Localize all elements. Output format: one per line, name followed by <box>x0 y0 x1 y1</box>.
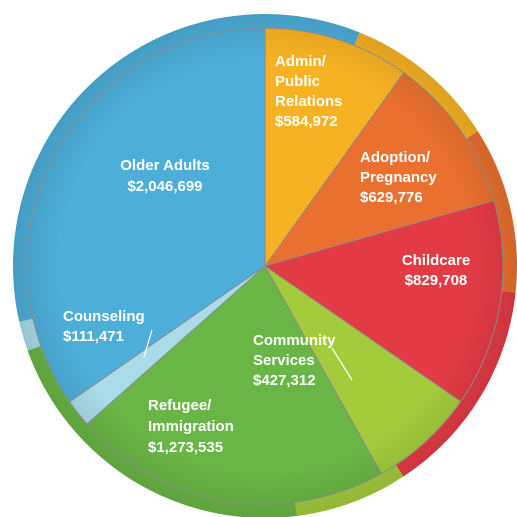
label-refugee-immigration: Refugee/Immigration $1,273,535 <box>148 397 234 456</box>
category-label: Admin/ <box>275 53 327 70</box>
divider-counseling <box>86 265 266 425</box>
leader-lines <box>143 329 353 381</box>
divider-childcare <box>264 200 495 267</box>
divider-adoption-pregnancy <box>264 72 405 267</box>
category-label: Pregnancy <box>360 169 437 186</box>
category-label: Services <box>253 352 315 369</box>
value-label: $829,708 <box>405 272 468 289</box>
label-counseling: Counseling $111,471 <box>63 308 145 345</box>
category-label: Relations <box>275 93 343 110</box>
category-label: Immigration <box>148 418 234 435</box>
value-label: $2,046,699 <box>127 178 202 195</box>
label-older-adults: Older Adults $2,046,699 <box>120 157 209 195</box>
value-label: $629,776 <box>360 189 423 206</box>
slice-labels: Admin/Public Relations $584,972 Adoption/Pr… <box>63 53 470 456</box>
leader-line-counseling <box>143 329 153 358</box>
leader-line-community-services <box>331 347 353 381</box>
label-childcare: Childcare $829,708 <box>402 252 470 289</box>
label-admin-public-relations: Admin/Public Relations $584,972 <box>275 53 343 130</box>
divider-community-services <box>264 265 462 402</box>
category-label: Adoption/ <box>360 149 431 166</box>
value-label: $1,273,535 <box>148 439 223 456</box>
category-label: Older Adults <box>120 157 209 174</box>
slice-dividers <box>69 28 495 474</box>
category-label: Refugee/ <box>148 397 212 414</box>
category-label: Childcare <box>402 252 470 269</box>
value-label: $427,312 <box>253 372 316 389</box>
category-label: Community <box>253 332 336 349</box>
label-adoption-pregnancy: Adoption/Pregnancy $629,776 <box>360 149 437 206</box>
value-label: $111,471 <box>63 328 124 345</box>
divider-older-adults <box>69 265 266 403</box>
label-community-services: Community Services $427,312 <box>253 332 336 389</box>
value-label: $584,972 <box>275 113 338 130</box>
category-label: Counseling <box>63 308 145 325</box>
divider-refugee-immigration <box>264 265 382 474</box>
category-label: Public <box>275 73 320 90</box>
